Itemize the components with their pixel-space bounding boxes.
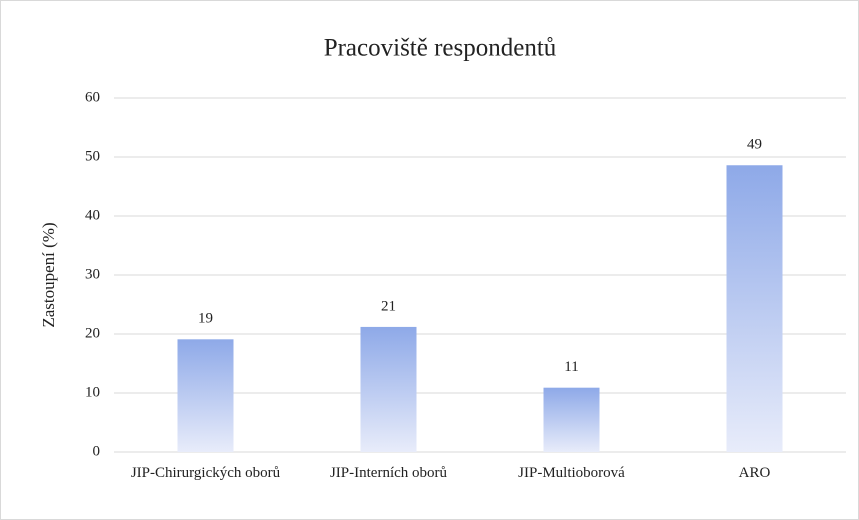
y-axis-title: Zastoupení (%) — [39, 222, 58, 327]
y-tick-label: 30 — [85, 266, 100, 282]
x-tick-label: JIP-Interních oborů — [329, 465, 448, 481]
bar — [543, 387, 600, 452]
chart-title: Pracoviště respondentů — [324, 35, 557, 62]
y-tick-label: 50 — [85, 148, 100, 164]
x-tick-label: JIP-Multioborová — [518, 465, 625, 481]
data-label: 19 — [198, 311, 213, 327]
y-tick-label: 10 — [85, 384, 100, 400]
y-tick-label: 20 — [85, 325, 100, 341]
x-tick-label: JIP-Chirurgických oborů — [130, 465, 281, 481]
y-tick-label: 40 — [85, 207, 100, 223]
y-tick-label: 60 — [85, 89, 100, 105]
x-tick-label: ARO — [738, 465, 771, 481]
bar — [360, 326, 417, 452]
data-label: 49 — [747, 137, 762, 153]
bar — [177, 339, 234, 452]
bar — [726, 165, 783, 452]
y-tick-label: 0 — [93, 443, 101, 459]
data-label: 21 — [381, 298, 396, 314]
data-label: 11 — [564, 359, 578, 375]
